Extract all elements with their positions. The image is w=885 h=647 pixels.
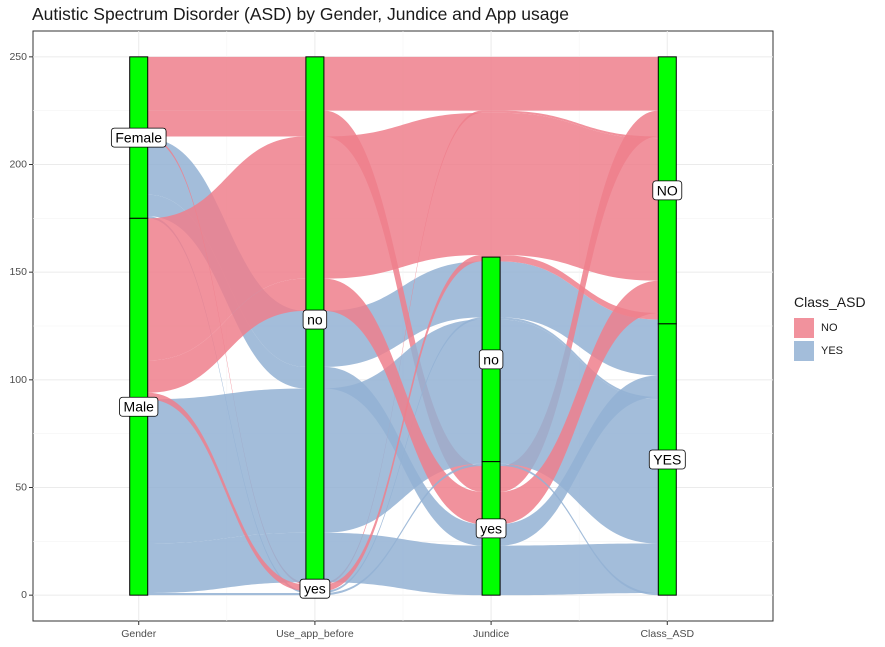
label-box <box>652 180 683 201</box>
stratum-label-use_app_before-yes: yes <box>299 578 331 599</box>
alluvium-flows <box>147 56 659 596</box>
x-tick-label-use_app_before: Use_app_before <box>276 628 354 640</box>
chart-title: Autistic Spectrum Disorder (ASD) by Gend… <box>32 4 569 24</box>
y-tick-label: 100 <box>9 374 27 386</box>
y-tick-label: 200 <box>9 159 27 171</box>
legend-title: Class_ASD <box>794 294 866 310</box>
stratum-label-class_asd-yes: YES <box>648 449 686 470</box>
stratum-label-jundice-no: no <box>478 349 504 370</box>
flow-male-no-no-no <box>147 112 659 361</box>
y-tick-label: 0 <box>21 589 27 601</box>
legend-item-no: NO <box>794 316 866 339</box>
stratum-label-gender-male: Male <box>119 396 159 417</box>
stratum-label-jundice-yes: yes <box>475 518 507 539</box>
legend-label-no: NO <box>821 321 838 334</box>
flow-male-yes-no-yes <box>147 463 659 596</box>
y-tick-label: 150 <box>9 266 27 278</box>
label-text: yes <box>480 520 502 536</box>
legend-swatch-no <box>794 317 814 338</box>
label-text: yes <box>304 581 326 597</box>
label-text: no <box>483 351 499 367</box>
label-box <box>299 578 331 599</box>
flow-male-no-no-yes <box>147 319 659 544</box>
x-tick-label-jundice: Jundice <box>473 628 509 640</box>
x-tick-label-gender: Gender <box>121 628 157 640</box>
flow-female-no-no-no <box>147 56 659 111</box>
x-tick-label-class_asd: Class_ASD <box>640 628 694 640</box>
label-text: Female <box>115 130 162 146</box>
legend-swatch-yes <box>794 340 814 361</box>
flow-male-no-yes-yes <box>147 532 659 596</box>
flow-male-yes-no-no <box>147 254 659 591</box>
stratum-label-class_asd-no: NO <box>652 180 683 201</box>
label-text: YES <box>653 452 681 468</box>
label-box <box>475 518 507 539</box>
legend-label-yes: YES <box>821 344 844 357</box>
label-box <box>119 396 159 417</box>
label-text: Male <box>124 399 155 415</box>
stratum-labels: Female Male no yes no yes NO YES <box>110 127 686 599</box>
flow-female-no-yes-no <box>147 110 659 492</box>
label-text: NO <box>657 182 678 198</box>
strata <box>129 56 677 596</box>
stratum-label-gender-female: Female <box>110 127 167 148</box>
label-box <box>648 449 686 470</box>
axis-ticks: 0 50 100 150 200 250 Gender Use_app_before Jundi… <box>9 51 694 640</box>
legend-item-yes: YES <box>794 339 866 362</box>
legend: Class_ASD NO YES <box>794 294 866 362</box>
flow-female-yes-no-no <box>147 110 659 585</box>
flow-female-no-no-yes <box>147 138 659 376</box>
y-tick-label: 250 <box>9 51 27 63</box>
label-box <box>478 349 504 370</box>
flow-male-no-yes-no <box>147 278 659 525</box>
label-text: no <box>307 312 323 328</box>
label-box <box>302 309 328 330</box>
y-tick-label: 50 <box>15 481 27 493</box>
label-box <box>110 127 167 148</box>
stratum-label-use_app_before-no: no <box>302 309 328 330</box>
